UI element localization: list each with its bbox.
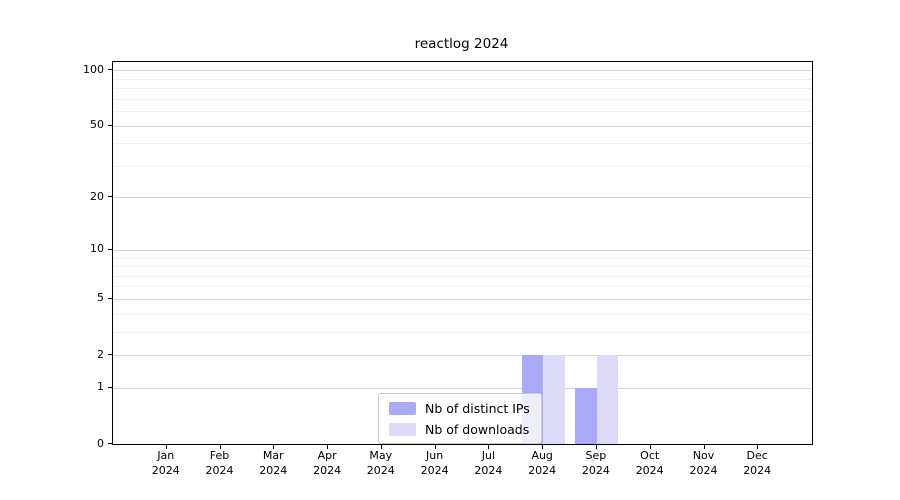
x-tick-label-dec: Dec 2024 [743, 449, 772, 477]
y-tick-mark-20 [108, 196, 112, 198]
x-tick-mark-nov [703, 445, 705, 449]
minor-gridline-8 [113, 266, 812, 267]
minor-gridline-70 [113, 98, 812, 100]
x-tick-mark-jan [165, 445, 167, 449]
x-tick-label-sep: Sep 2024 [581, 449, 610, 477]
x-tick-label-mar: Mar 2024 [259, 449, 288, 477]
legend-label-distinct-ips: Nb of distinct IPs [425, 400, 530, 416]
x-tick-label-may: May 2024 [366, 449, 395, 477]
bar-distinct-ips-sep [575, 387, 597, 444]
x-tick-mark-feb [219, 445, 221, 449]
x-tick-mark-sep [595, 445, 597, 449]
x-tick-label-aug: Aug 2024 [528, 449, 557, 477]
minor-gridline-80 [113, 88, 812, 89]
x-tick-mark-dec [757, 445, 759, 449]
y-tick-label-50: 50 [90, 118, 104, 131]
y-tick-mark-5 [108, 297, 112, 299]
minor-gridline-4 [113, 313, 812, 315]
y-tick-label-10: 10 [90, 242, 104, 256]
plot-area: Nb of distinct IPs Nb of downloads [112, 61, 813, 445]
x-tick-label-jun: Jun 2024 [420, 449, 449, 477]
minor-gridline-90 [113, 78, 812, 80]
x-tick-mark-jul [488, 445, 490, 449]
x-tick-mark-aug [542, 445, 544, 449]
y-tick-label-0: 0 [97, 436, 104, 450]
legend-swatch-downloads-icon [389, 422, 416, 436]
x-tick-label-oct: Oct 2024 [635, 449, 664, 477]
minor-gridline-30 [113, 165, 812, 167]
y-tick-mark-50 [108, 124, 112, 126]
legend-swatch-distinct-ips-icon [389, 401, 416, 415]
major-gridline-2 [113, 355, 812, 356]
bar-downloads-aug [543, 355, 565, 444]
minor-gridline-7 [113, 275, 812, 277]
legend: Nb of distinct IPs Nb of downloads [378, 393, 542, 444]
x-tick-label-apr: Apr 2024 [313, 449, 342, 477]
x-tick-mark-apr [327, 445, 329, 449]
legend-label-downloads: Nb of downloads [425, 421, 530, 437]
y-tick-label-100: 100 [83, 62, 104, 76]
major-gridline-100 [113, 70, 812, 72]
x-tick-label-jan: Jan 2024 [151, 449, 180, 477]
legend-row-distinct-ips: Nb of distinct IPs [389, 400, 530, 416]
x-tick-label-nov: Nov 2024 [689, 449, 718, 477]
major-gridline-10 [113, 249, 812, 251]
x-tick-mark-oct [649, 445, 651, 449]
minor-gridline-6 [113, 286, 812, 288]
x-tick-mark-may [380, 445, 382, 449]
major-gridline-20 [113, 197, 812, 199]
major-gridline-50 [113, 125, 812, 127]
y-tick-label-20: 20 [90, 189, 104, 203]
x-tick-mark-jun [434, 445, 436, 449]
y-tick-mark-100 [108, 69, 112, 71]
minor-gridline-40 [113, 143, 812, 145]
major-gridline-1 [113, 387, 812, 389]
major-gridline-5 [113, 298, 812, 300]
y-tick-mark-10 [108, 248, 112, 250]
y-tick-label-1: 1 [97, 380, 104, 394]
y-tick-mark-0 [108, 443, 112, 444]
y-tick-label-2: 2 [97, 347, 104, 361]
minor-gridline-60 [113, 111, 812, 112]
minor-gridline-9 [113, 257, 812, 259]
x-tick-mark-mar [273, 445, 275, 449]
chart-title: reactlog 2024 [414, 36, 509, 52]
x-tick-label-jul: Jul 2024 [474, 449, 503, 477]
minor-gridline-3 [113, 331, 812, 333]
bar-downloads-sep [596, 355, 619, 444]
y-tick-mark-1 [108, 386, 112, 388]
x-tick-label-feb: Feb 2024 [205, 449, 234, 477]
y-tick-mark-2 [108, 354, 112, 355]
legend-row-downloads: Nb of downloads [389, 421, 530, 437]
y-tick-label-5: 5 [97, 291, 104, 305]
